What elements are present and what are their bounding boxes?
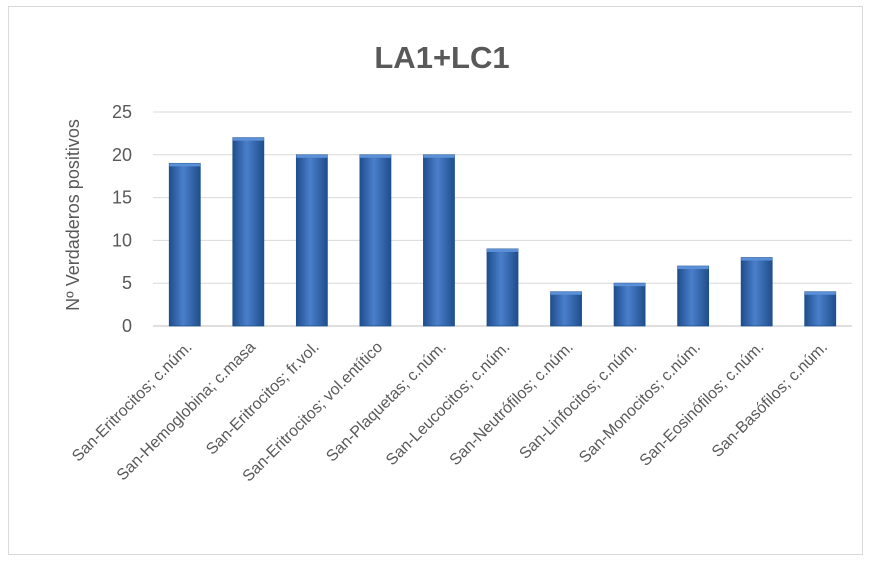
bar-top-highlight	[232, 137, 264, 141]
bar	[486, 248, 519, 327]
bar-top-highlight	[487, 248, 518, 252]
bar	[550, 291, 582, 327]
y-tick-labels: 0 5 10 15 20 25	[112, 102, 132, 336]
bar-top-highlight	[741, 257, 773, 261]
y-tick-label: 15	[112, 188, 132, 208]
x-tick-labels: San-Eritrocitos; c.núm.San-Hemoglobina; …	[69, 339, 831, 486]
x-tick-label: San-Neutrófilos; c.núm.	[447, 339, 577, 469]
y-tick-label: 20	[112, 145, 132, 165]
bar	[423, 154, 455, 327]
bar	[677, 265, 710, 327]
bar	[804, 291, 837, 327]
chart-title: LA1+LC1	[374, 40, 509, 75]
x-tick-label: San-Plaquetas; c.núm.	[323, 339, 449, 465]
y-tick-label: 25	[112, 102, 132, 122]
x-tick-label: San-Leucocitos; c.núm.	[383, 339, 513, 469]
bar	[613, 282, 646, 327]
x-tick-label: San-Eritrocitos; fr.vol.	[203, 339, 323, 459]
x-tick-label: San-Basófilos; c.núm.	[709, 339, 831, 461]
bar-top-highlight	[423, 154, 455, 158]
y-axis-label: Nº Verdaderos positivos	[63, 119, 83, 311]
bar-top-highlight	[169, 163, 201, 167]
bar-top-highlight	[359, 154, 391, 158]
x-tick-label: San-Monocitos; c.núm.	[576, 339, 704, 467]
y-tick-label: 0	[122, 316, 132, 336]
bar	[168, 162, 201, 327]
bar	[232, 137, 265, 327]
x-tick-label: San-Eosinófilos; c.núm.	[637, 339, 768, 470]
bar	[359, 154, 392, 327]
bar-top-highlight	[677, 266, 709, 270]
bar	[740, 257, 773, 327]
bar-top-highlight	[804, 291, 836, 295]
x-tick-label: San-Eritrocitos; c.núm.	[69, 339, 195, 465]
y-tick-label: 5	[122, 273, 132, 293]
x-tick-label: San-Linfocitos; c.núm.	[516, 339, 640, 463]
bar-top-highlight	[550, 291, 582, 295]
bars	[168, 137, 837, 327]
gridlines	[153, 111, 852, 327]
y-tick-label: 10	[112, 230, 132, 250]
bar-top-highlight	[614, 283, 646, 287]
bar	[295, 154, 328, 327]
bar-top-highlight	[296, 154, 328, 158]
